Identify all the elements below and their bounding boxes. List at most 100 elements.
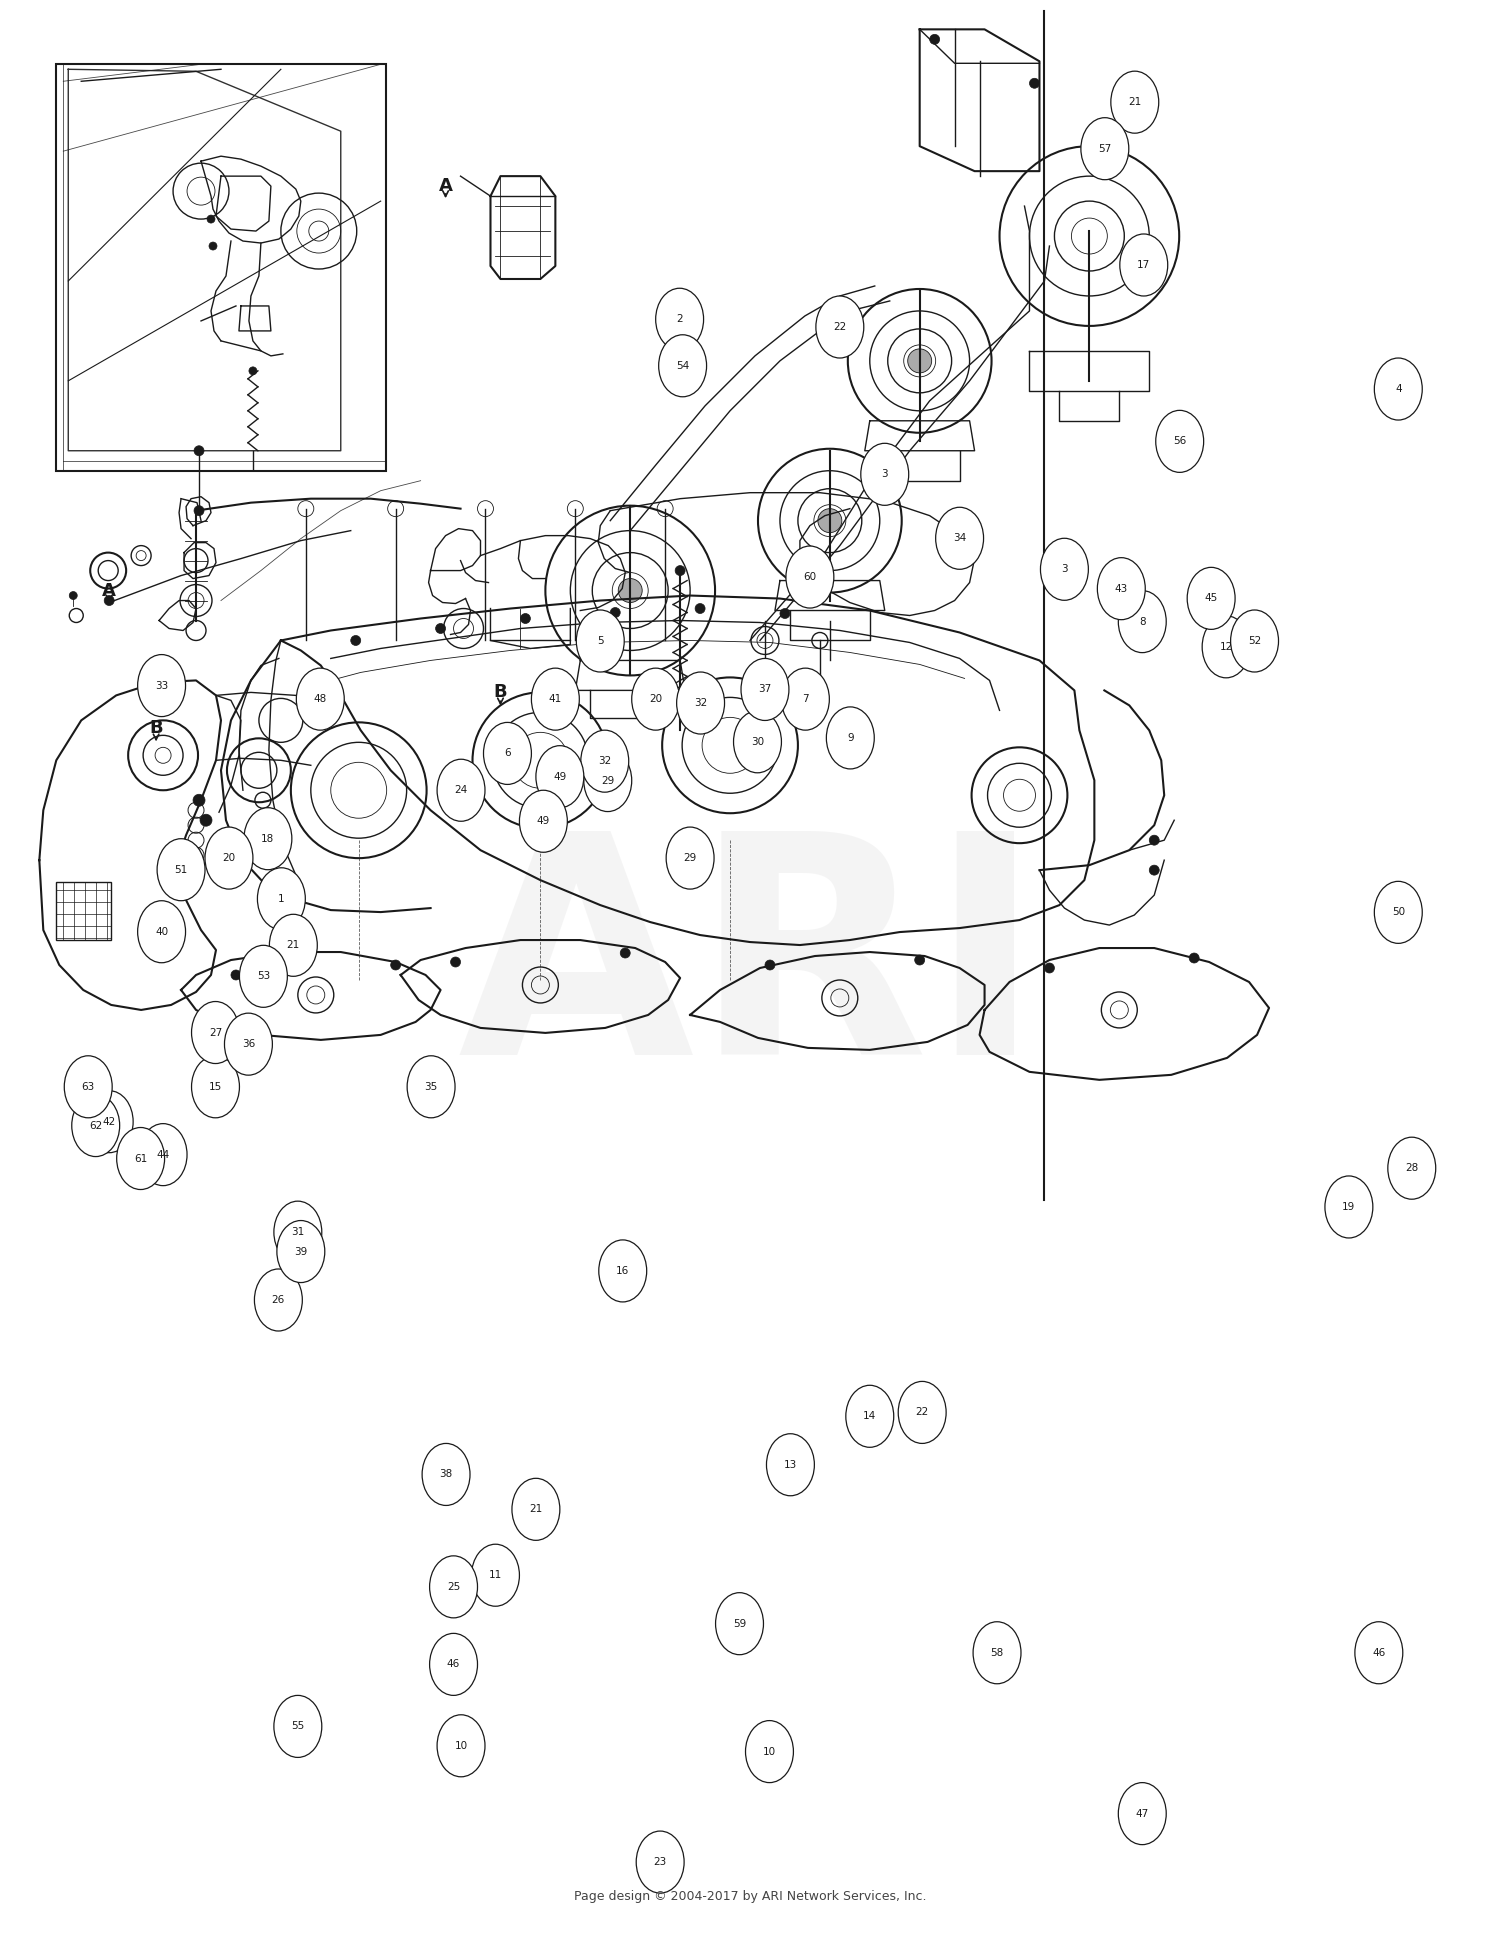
Ellipse shape: [1190, 953, 1198, 963]
Text: 22: 22: [833, 322, 846, 332]
Circle shape: [676, 672, 724, 734]
Circle shape: [1388, 1137, 1435, 1200]
Text: 40: 40: [154, 926, 168, 938]
Text: 59: 59: [734, 1619, 746, 1628]
Circle shape: [1082, 118, 1130, 181]
Circle shape: [138, 901, 186, 963]
Text: 15: 15: [209, 1081, 222, 1091]
Circle shape: [531, 668, 579, 730]
Circle shape: [258, 868, 306, 930]
Ellipse shape: [194, 446, 204, 456]
Text: 3: 3: [882, 470, 888, 479]
Circle shape: [598, 1240, 646, 1302]
Text: 21: 21: [286, 939, 300, 951]
Circle shape: [429, 1634, 477, 1694]
Ellipse shape: [1044, 963, 1054, 972]
Circle shape: [158, 839, 206, 901]
Text: 13: 13: [784, 1460, 796, 1469]
Circle shape: [741, 658, 789, 720]
Circle shape: [584, 749, 632, 811]
Text: 62: 62: [88, 1120, 102, 1130]
Text: 16: 16: [616, 1266, 630, 1275]
Circle shape: [117, 1128, 165, 1190]
Ellipse shape: [620, 947, 630, 959]
Text: 31: 31: [291, 1227, 304, 1236]
Circle shape: [576, 609, 624, 672]
Text: 46: 46: [1372, 1648, 1386, 1658]
Text: 5: 5: [597, 637, 603, 646]
Text: 11: 11: [489, 1570, 502, 1580]
Circle shape: [64, 1056, 112, 1118]
Text: ARI: ARI: [458, 821, 1042, 1120]
Text: 23: 23: [654, 1858, 668, 1867]
Circle shape: [1374, 357, 1422, 419]
Circle shape: [636, 1830, 684, 1892]
Circle shape: [658, 334, 706, 396]
Circle shape: [512, 1479, 560, 1541]
Text: 24: 24: [454, 786, 468, 796]
Text: 28: 28: [1406, 1163, 1419, 1172]
Text: 32: 32: [598, 757, 612, 767]
Ellipse shape: [908, 349, 932, 373]
Circle shape: [1119, 590, 1166, 652]
Ellipse shape: [104, 596, 114, 606]
Text: 10: 10: [454, 1741, 468, 1751]
Circle shape: [746, 1720, 794, 1782]
Circle shape: [471, 1545, 519, 1607]
Text: 56: 56: [1173, 437, 1186, 446]
Circle shape: [274, 1694, 322, 1757]
Circle shape: [422, 1444, 470, 1506]
Text: 45: 45: [1204, 594, 1218, 604]
Ellipse shape: [930, 35, 939, 45]
Circle shape: [72, 1095, 120, 1157]
Text: B: B: [150, 720, 164, 738]
Ellipse shape: [780, 609, 790, 619]
Circle shape: [1324, 1176, 1372, 1238]
Circle shape: [716, 1594, 764, 1654]
Ellipse shape: [520, 613, 531, 623]
Text: Page design © 2004-2017 by ARI Network Services, Inc.: Page design © 2004-2017 by ARI Network S…: [573, 1891, 926, 1904]
Circle shape: [278, 1221, 326, 1283]
Text: 53: 53: [256, 970, 270, 982]
Ellipse shape: [194, 507, 204, 516]
Text: 20: 20: [222, 854, 236, 864]
Circle shape: [406, 1056, 454, 1118]
Circle shape: [1155, 410, 1203, 472]
Text: 14: 14: [862, 1411, 876, 1421]
Ellipse shape: [390, 961, 400, 970]
Text: 27: 27: [209, 1027, 222, 1038]
Text: 8: 8: [1138, 617, 1146, 627]
Ellipse shape: [1149, 835, 1160, 844]
Ellipse shape: [694, 604, 705, 613]
Circle shape: [192, 1002, 240, 1064]
Bar: [57, 881, 111, 939]
Text: 29: 29: [684, 854, 696, 864]
Ellipse shape: [675, 565, 686, 576]
Text: 21: 21: [1128, 97, 1142, 107]
Circle shape: [1202, 615, 1249, 677]
Circle shape: [936, 507, 984, 569]
Ellipse shape: [618, 578, 642, 602]
Text: 51: 51: [174, 864, 188, 875]
Circle shape: [255, 1269, 303, 1332]
Circle shape: [786, 545, 834, 608]
Circle shape: [140, 1124, 188, 1186]
Circle shape: [483, 722, 531, 784]
Text: 20: 20: [650, 695, 662, 705]
Text: 4: 4: [1395, 384, 1401, 394]
Circle shape: [861, 443, 909, 505]
Ellipse shape: [435, 623, 445, 633]
Text: 57: 57: [1098, 144, 1112, 153]
Ellipse shape: [915, 955, 924, 965]
Circle shape: [632, 668, 680, 730]
Text: 12: 12: [1220, 642, 1233, 652]
Ellipse shape: [69, 592, 76, 600]
Circle shape: [766, 1434, 814, 1497]
Text: 32: 32: [694, 699, 706, 708]
Circle shape: [782, 668, 830, 730]
Text: 19: 19: [1342, 1201, 1356, 1211]
Text: 63: 63: [81, 1081, 94, 1091]
Text: 48: 48: [314, 695, 327, 705]
Circle shape: [536, 745, 584, 807]
Text: 21: 21: [530, 1504, 543, 1514]
